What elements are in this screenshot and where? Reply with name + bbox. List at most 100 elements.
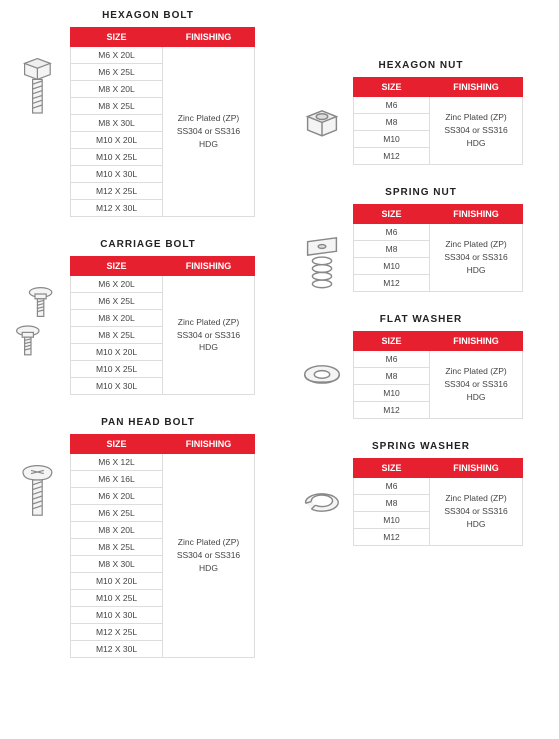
finishing-cell: Zinc Plated (ZP)SS304 or SS316HDG xyxy=(163,47,255,217)
size-cell: M8 X 25L xyxy=(71,98,163,115)
size-cell: M10 X 20L xyxy=(71,344,163,361)
size-cell: M6 xyxy=(354,351,430,368)
section-carriage-bolt: CARRIAGE BOLT xyxy=(8,239,288,395)
size-cell: M12 X 30L xyxy=(71,641,163,658)
size-cell: M12 xyxy=(354,275,430,292)
section-spring-nut: SPRING NUT SIZE FINI xyxy=(291,187,551,292)
table-header-row: SIZE FINISHING xyxy=(71,435,255,454)
size-cell: M6 xyxy=(354,224,430,241)
table-header-row: SIZE FINISHING xyxy=(71,28,255,47)
table-row: M6Zinc Plated (ZP)SS304 or SS316HDG xyxy=(354,224,523,241)
finishing-cell: Zinc Plated (ZP)SS304 or SS316HDG xyxy=(163,454,255,658)
table-row: M6 X 20LZinc Plated (ZP)SS304 or SS316HD… xyxy=(71,276,255,293)
table-header-row: SIZE FINISHING xyxy=(354,78,523,97)
size-cell: M8 xyxy=(354,241,430,258)
size-cell: M8 xyxy=(354,495,430,512)
size-cell: M6 X 20L xyxy=(71,276,163,293)
size-header: SIZE xyxy=(354,459,430,478)
size-cell: M8 xyxy=(354,368,430,385)
flat-washer-icon xyxy=(291,331,353,395)
pan-head-bolt-table: SIZE FINISHING M6 X 12LZinc Plated (ZP)S… xyxy=(70,434,255,658)
size-header: SIZE xyxy=(71,257,163,276)
size-cell: M8 X 25L xyxy=(71,539,163,556)
size-cell: M12 xyxy=(354,529,430,546)
finishing-cell: Zinc Plated (ZP)SS304 or SS316HDG xyxy=(430,224,523,292)
table-header-row: SIZE FINISHING xyxy=(354,205,523,224)
size-cell: M6 xyxy=(354,478,430,495)
spring-washer-table: SIZE FINISHING M6Zinc Plated (ZP)SS304 o… xyxy=(353,458,523,546)
finishing-header: FINISHING xyxy=(430,78,523,97)
size-cell: M6 X 25L xyxy=(71,293,163,310)
hexagon-bolt-title: HEXAGON BOLT xyxy=(8,10,288,21)
size-cell: M10 X 20L xyxy=(71,132,163,149)
section-hexagon-bolt: HEXAGON BOLT SIZE xyxy=(8,10,288,217)
size-cell: M10 X 30L xyxy=(71,166,163,183)
spring-washer-icon xyxy=(291,458,353,522)
table-row: M6Zinc Plated (ZP)SS304 or SS316HDG xyxy=(354,478,523,495)
spring-nut-table: SIZE FINISHING M6Zinc Plated (ZP)SS304 o… xyxy=(353,204,523,292)
size-header: SIZE xyxy=(354,205,430,224)
size-cell: M10 xyxy=(354,385,430,402)
size-cell: M6 X 16L xyxy=(71,471,163,488)
size-header: SIZE xyxy=(71,28,163,47)
size-cell: M8 X 30L xyxy=(71,556,163,573)
table-header-row: SIZE FINISHING xyxy=(71,257,255,276)
section-flat-washer: FLAT WASHER SIZE FINISHING M6Zinc Plat xyxy=(291,314,551,419)
carriage-bolt-table: SIZE FINISHING M6 X 20LZinc Plated (ZP)S… xyxy=(70,256,255,395)
size-cell: M10 xyxy=(354,131,430,148)
size-cell: M8 X 20L xyxy=(71,310,163,327)
table-row: M6Zinc Plated (ZP)SS304 or SS316HDG xyxy=(354,351,523,368)
size-cell: M8 X 25L xyxy=(71,327,163,344)
size-cell: M6 X 25L xyxy=(71,505,163,522)
size-cell: M6 X 25L xyxy=(71,64,163,81)
size-cell: M10 X 25L xyxy=(71,590,163,607)
size-cell: M12 X 25L xyxy=(71,624,163,641)
table-row: M6Zinc Plated (ZP)SS304 or SS316HDG xyxy=(354,97,523,114)
table-row: M6 X 12LZinc Plated (ZP)SS304 or SS316HD… xyxy=(71,454,255,471)
pan-head-bolt-title: PAN HEAD BOLT xyxy=(8,417,288,428)
table-header-row: SIZE FINISHING xyxy=(354,332,523,351)
size-header: SIZE xyxy=(71,435,163,454)
finishing-header: FINISHING xyxy=(163,257,255,276)
size-cell: M12 xyxy=(354,148,430,165)
hexagon-nut-title: HEXAGON NUT xyxy=(291,60,551,71)
size-cell: M8 X 30L xyxy=(71,115,163,132)
finishing-cell: Zinc Plated (ZP)SS304 or SS316HDG xyxy=(430,478,523,546)
finishing-header: FINISHING xyxy=(163,28,255,47)
finishing-header: FINISHING xyxy=(163,435,255,454)
finishing-header: FINISHING xyxy=(430,205,523,224)
size-cell: M12 xyxy=(354,402,430,419)
size-cell: M10 X 20L xyxy=(71,573,163,590)
spring-washer-title: SPRING WASHER xyxy=(291,441,551,452)
flat-washer-table: SIZE FINISHING M6Zinc Plated (ZP)SS304 o… xyxy=(353,331,523,419)
size-header: SIZE xyxy=(354,332,430,351)
finishing-header: FINISHING xyxy=(430,459,523,478)
size-cell: M10 xyxy=(354,258,430,275)
spring-nut-title: SPRING NUT xyxy=(291,187,551,198)
flat-washer-title: FLAT WASHER xyxy=(291,314,551,325)
size-cell: M10 X 30L xyxy=(71,378,163,395)
table-row: M6 X 20LZinc Plated (ZP)SS304 or SS316HD… xyxy=(71,47,255,64)
size-cell: M6 xyxy=(354,97,430,114)
spring-nut-icon xyxy=(291,204,353,292)
size-cell: M8 X 20L xyxy=(71,522,163,539)
finishing-cell: Zinc Plated (ZP)SS304 or SS316HDG xyxy=(163,276,255,395)
hexagon-nut-icon xyxy=(291,77,353,145)
size-cell: M8 X 20L xyxy=(71,81,163,98)
size-cell: M12 X 25L xyxy=(71,183,163,200)
size-cell: M10 X 25L xyxy=(71,361,163,378)
section-spring-washer: SPRING WASHER SIZE FINISHING xyxy=(291,441,551,546)
carriage-bolt-title: CARRIAGE BOLT xyxy=(8,239,288,250)
size-cell: M8 xyxy=(354,114,430,131)
size-cell: M10 X 30L xyxy=(71,607,163,624)
section-pan-head-bolt: PAN HEAD BOLT SIZE xyxy=(8,417,288,658)
section-hexagon-nut: HEXAGON NUT SIZE FINISHING xyxy=(291,60,551,165)
carriage-bolt-icon xyxy=(8,256,70,366)
size-cell: M12 X 30L xyxy=(71,200,163,217)
finishing-cell: Zinc Plated (ZP)SS304 or SS316HDG xyxy=(430,97,523,165)
hexagon-bolt-table: SIZE FINISHING M6 X 20LZinc Plated (ZP)S… xyxy=(70,27,255,217)
size-cell: M10 X 25L xyxy=(71,149,163,166)
finishing-header: FINISHING xyxy=(430,332,523,351)
size-header: SIZE xyxy=(354,78,430,97)
size-cell: M6 X 20L xyxy=(71,47,163,64)
